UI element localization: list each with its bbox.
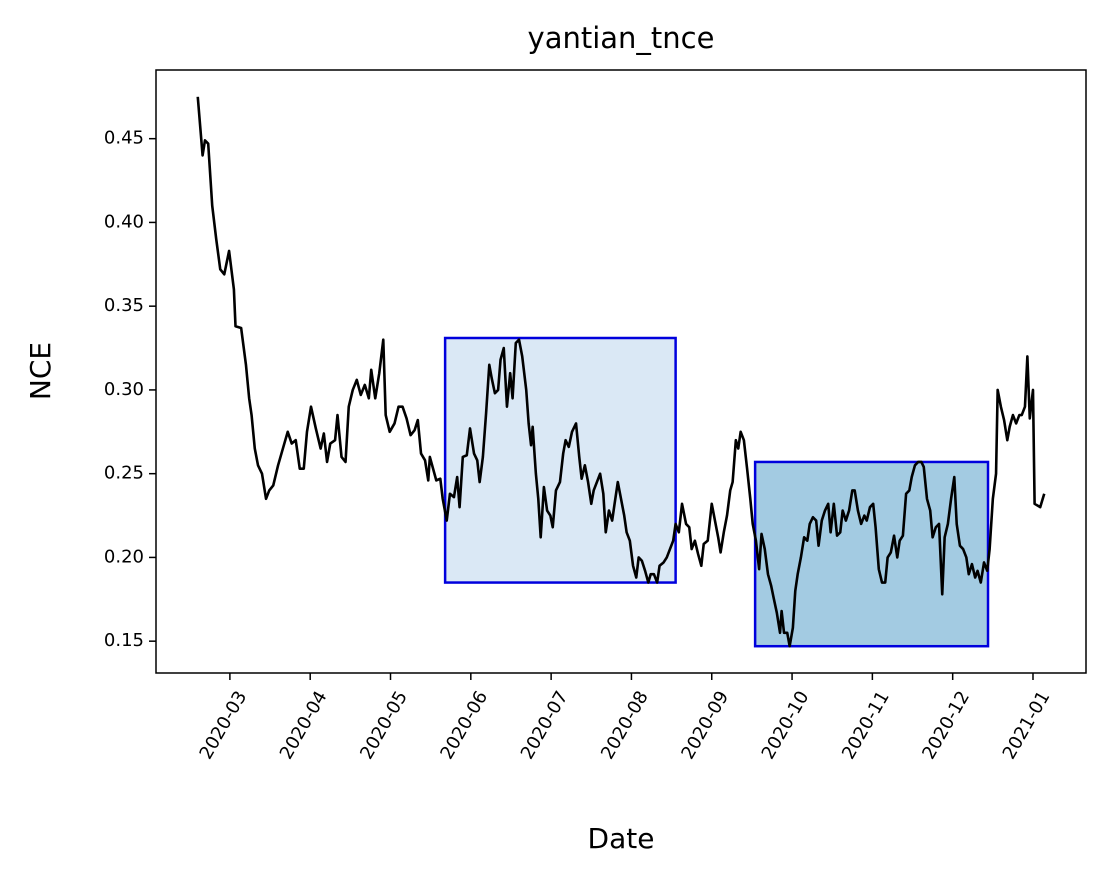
y-tick-label: 0.35	[104, 295, 144, 316]
x-tick-label: 2020-11	[838, 687, 894, 763]
y-tick-label: 0.40	[104, 211, 144, 232]
x-tick-label: 2020-04	[276, 687, 332, 763]
x-tick-label: 2020-08	[597, 687, 653, 763]
x-tick-label: 2020-05	[356, 687, 412, 763]
x-tick-label: 2020-07	[517, 687, 573, 763]
x-tick-label: 2021-01	[999, 687, 1055, 763]
highlight-box	[443, 336, 677, 584]
y-tick-label: 0.15	[104, 630, 144, 651]
x-tick-label: 2020-03	[196, 687, 252, 763]
y-tick-label: 0.30	[104, 379, 144, 400]
x-tick-label: 2020-06	[436, 687, 492, 763]
x-tick-label: 2020-10	[758, 687, 814, 763]
y-tick-label: 0.45	[104, 128, 144, 149]
chart-title: yantian_tnce	[528, 21, 715, 55]
x-tick-label: 2020-12	[918, 687, 974, 763]
x-tick-label: 2020-09	[677, 687, 733, 763]
data-line	[196, 96, 1046, 648]
x-axis-label: Date	[588, 822, 655, 855]
y-tick-label: 0.20	[104, 546, 144, 567]
y-axis-label: NCE	[24, 342, 57, 400]
y-tick-label: 0.25	[104, 463, 144, 484]
plot-frame	[155, 69, 1087, 674]
